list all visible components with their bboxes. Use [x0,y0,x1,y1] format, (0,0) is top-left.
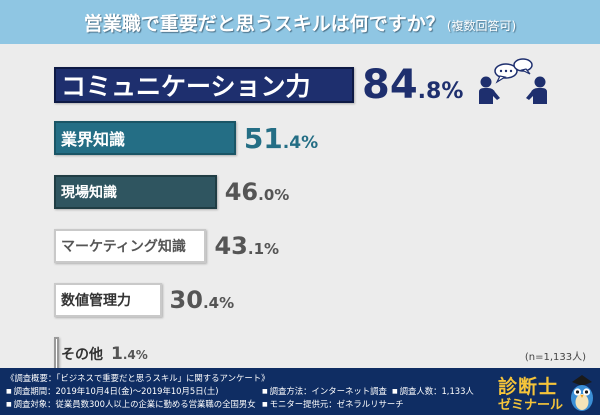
value-label: 84.8% [362,62,463,108]
category-label: その他 [61,347,103,363]
bar [54,229,207,263]
value-integer: 51 [243,121,283,155]
category-label: コミュニケーション力 [61,72,311,101]
value-decimal: .4% [122,348,148,362]
brand-logo: 診断士 ゼミナール [498,370,598,413]
title-banner: 営業職で重要だと思うスキルは何ですか？ (複数回答可) [0,0,600,44]
survey-footer: 《調査概要：「ビジネスで重要だと思うスキル」に関するアンケート》 調査期間：20… [0,368,600,415]
value-decimal: .4% [282,132,319,153]
value-label: 51.4% [244,122,318,155]
footer-target: 調査対象：従業員数300人以上の企業に勤める営業職の全国男女 [6,398,256,410]
category-label: 業界知識 [61,130,126,149]
bar [54,175,217,209]
footer-count: 調査人数：1,133人 [392,385,474,397]
value-integer: 43 [214,232,248,260]
brand-line1: 診断士 [498,376,559,398]
category-label: マーケティング知識 [61,239,186,255]
footer-monitor: モニター提供元：ゼネラルリサーチ [262,398,404,410]
people-talking-icon [479,58,547,104]
owl-mascot-icon [571,375,593,411]
value-decimal: .4% [202,294,235,312]
chart-title: 営業職で重要だと思うスキルは何ですか？ (複数回答可) [0,9,600,36]
bar [54,67,354,103]
title-text: 営業職で重要だと思うスキルは何ですか？ [83,13,445,35]
value-integer: 84 [362,62,418,108]
footer-period: 調査期間：2019年10月4日(金)～2019年10月5日(土) [6,385,219,397]
brand-line2: ゼミナール [498,398,564,413]
bar [54,121,236,155]
value-decimal: .8% [417,79,464,104]
footer-survey-title: 《調査概要：「ビジネスで重要だと思うスキル」に関するアンケート》 [6,373,270,383]
bar [54,337,59,371]
value-integer: 46 [224,178,259,206]
value-decimal: .1% [247,240,280,258]
value-label: 1.4% [111,344,148,364]
value-label: 43.1% [214,232,279,260]
sample-size: (n=1,133人) [524,352,586,363]
category-label: 現場知識 [61,185,117,201]
bar [54,283,162,317]
title-note: (複数回答可) [446,19,517,33]
footer-method: 調査方法：インターネット調査 [262,385,387,397]
value-integer: 30 [169,286,203,314]
value-integer: 1 [111,344,123,364]
value-label: 46.0% [225,178,290,206]
value-label: 30.4% [170,286,235,314]
category-label: 数値管理力 [61,293,131,309]
value-decimal: .0% [258,186,290,204]
